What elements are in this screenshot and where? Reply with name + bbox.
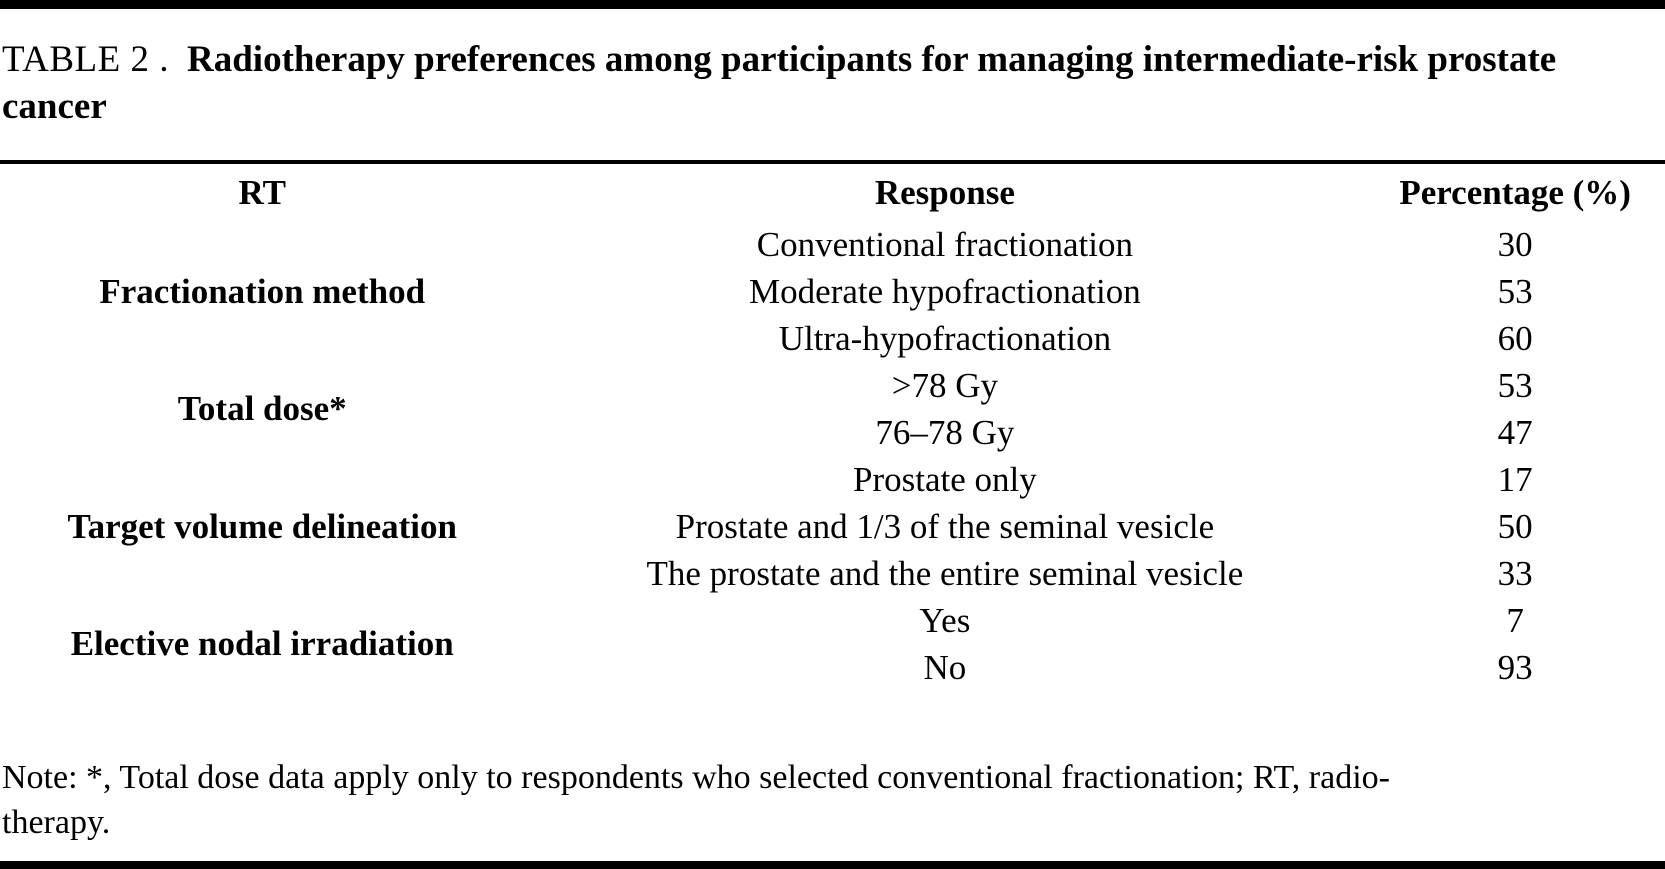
table-row: Elective nodal irradiation Yes 7 xyxy=(0,597,1665,664)
response-cell: Prostate only xyxy=(853,459,1037,499)
response-cell: No xyxy=(923,647,967,687)
percentage-cell: 50 xyxy=(1497,506,1533,546)
response-cell: Yes xyxy=(919,600,971,640)
column-header-percentage: Percentage (%) xyxy=(1399,172,1631,212)
top-rule xyxy=(0,0,1665,9)
percentage-cell: 17 xyxy=(1497,459,1533,499)
table-row: Ultra-hypofractionation 60 xyxy=(0,315,1665,362)
response-cell: Conventional fractionation xyxy=(756,224,1133,264)
bottom-rule xyxy=(0,861,1665,869)
table-row: Prostate and 1/3 of the seminal vesicle … xyxy=(0,503,1665,550)
table-footnote: Note: *, Total dose data apply only to r… xyxy=(0,755,1665,845)
percentage-cell: 53 xyxy=(1497,271,1533,311)
percentage-cell: 60 xyxy=(1497,318,1533,358)
response-cell: Moderate hypofractionation xyxy=(749,271,1141,311)
column-header-rt: RT xyxy=(238,172,286,212)
percentage-cell: 53 xyxy=(1497,365,1533,405)
percentage-cell: 93 xyxy=(1497,647,1533,687)
footnote-line-1: Note: *, Total dose data apply only to r… xyxy=(2,759,1390,796)
table-caption: TABLE 2 . Radiotherapy preferences among … xyxy=(0,0,1665,130)
table-row: Moderate hypofractionation 53 xyxy=(0,268,1665,315)
table-caption-label: TABLE 2 . xyxy=(2,39,169,80)
table-row: No 93 xyxy=(0,644,1665,691)
table-row: The prostate and the entire seminal vesi… xyxy=(0,550,1665,597)
table-header: RT Response Percentage (%) xyxy=(0,164,1665,221)
percentage-cell: 33 xyxy=(1497,553,1533,593)
rt-category-target-volume-delineation: Target volume delineation xyxy=(67,506,457,546)
response-cell: Prostate and 1/3 of the seminal vesicle xyxy=(675,506,1215,546)
rt-category-total-dose: Total dose* xyxy=(177,389,347,428)
rt-category-fractionation-method: Fractionation method xyxy=(99,271,426,311)
table-caption-title: Radiotherapy preferences among participa… xyxy=(2,39,1557,127)
table-row: Total dose* >78 Gy 53 xyxy=(0,362,1665,429)
response-cell: Ultra-hypofractionation xyxy=(778,318,1112,358)
percentage-cell: 7 xyxy=(1506,600,1524,640)
table-row: Fractionation method Conventional fracti… xyxy=(0,221,1665,311)
table-body: Fractionation method Conventional fracti… xyxy=(0,221,1665,691)
column-header-response: Response xyxy=(874,172,1015,212)
header-row: RT Response Percentage (%) xyxy=(0,164,1665,221)
percentage-cell: 47 xyxy=(1497,412,1533,452)
header-top-rule xyxy=(0,160,1665,164)
response-cell: >78 Gy xyxy=(891,365,999,405)
response-cell: 76–78 Gy xyxy=(875,412,1015,452)
radiotherapy-preferences-table: RT Response Percentage (%) Fractionation… xyxy=(0,164,1665,691)
rt-category-elective-nodal-irradiation: Elective nodal irradiation xyxy=(70,624,454,663)
footnote-line-2: therapy. xyxy=(2,804,111,841)
response-cell: The prostate and the entire seminal vesi… xyxy=(646,553,1244,593)
percentage-cell: 30 xyxy=(1497,224,1533,264)
table-row: 76–78 Gy 47 xyxy=(0,409,1665,456)
table-row: Target volume delineation Prostate only … xyxy=(0,456,1665,546)
